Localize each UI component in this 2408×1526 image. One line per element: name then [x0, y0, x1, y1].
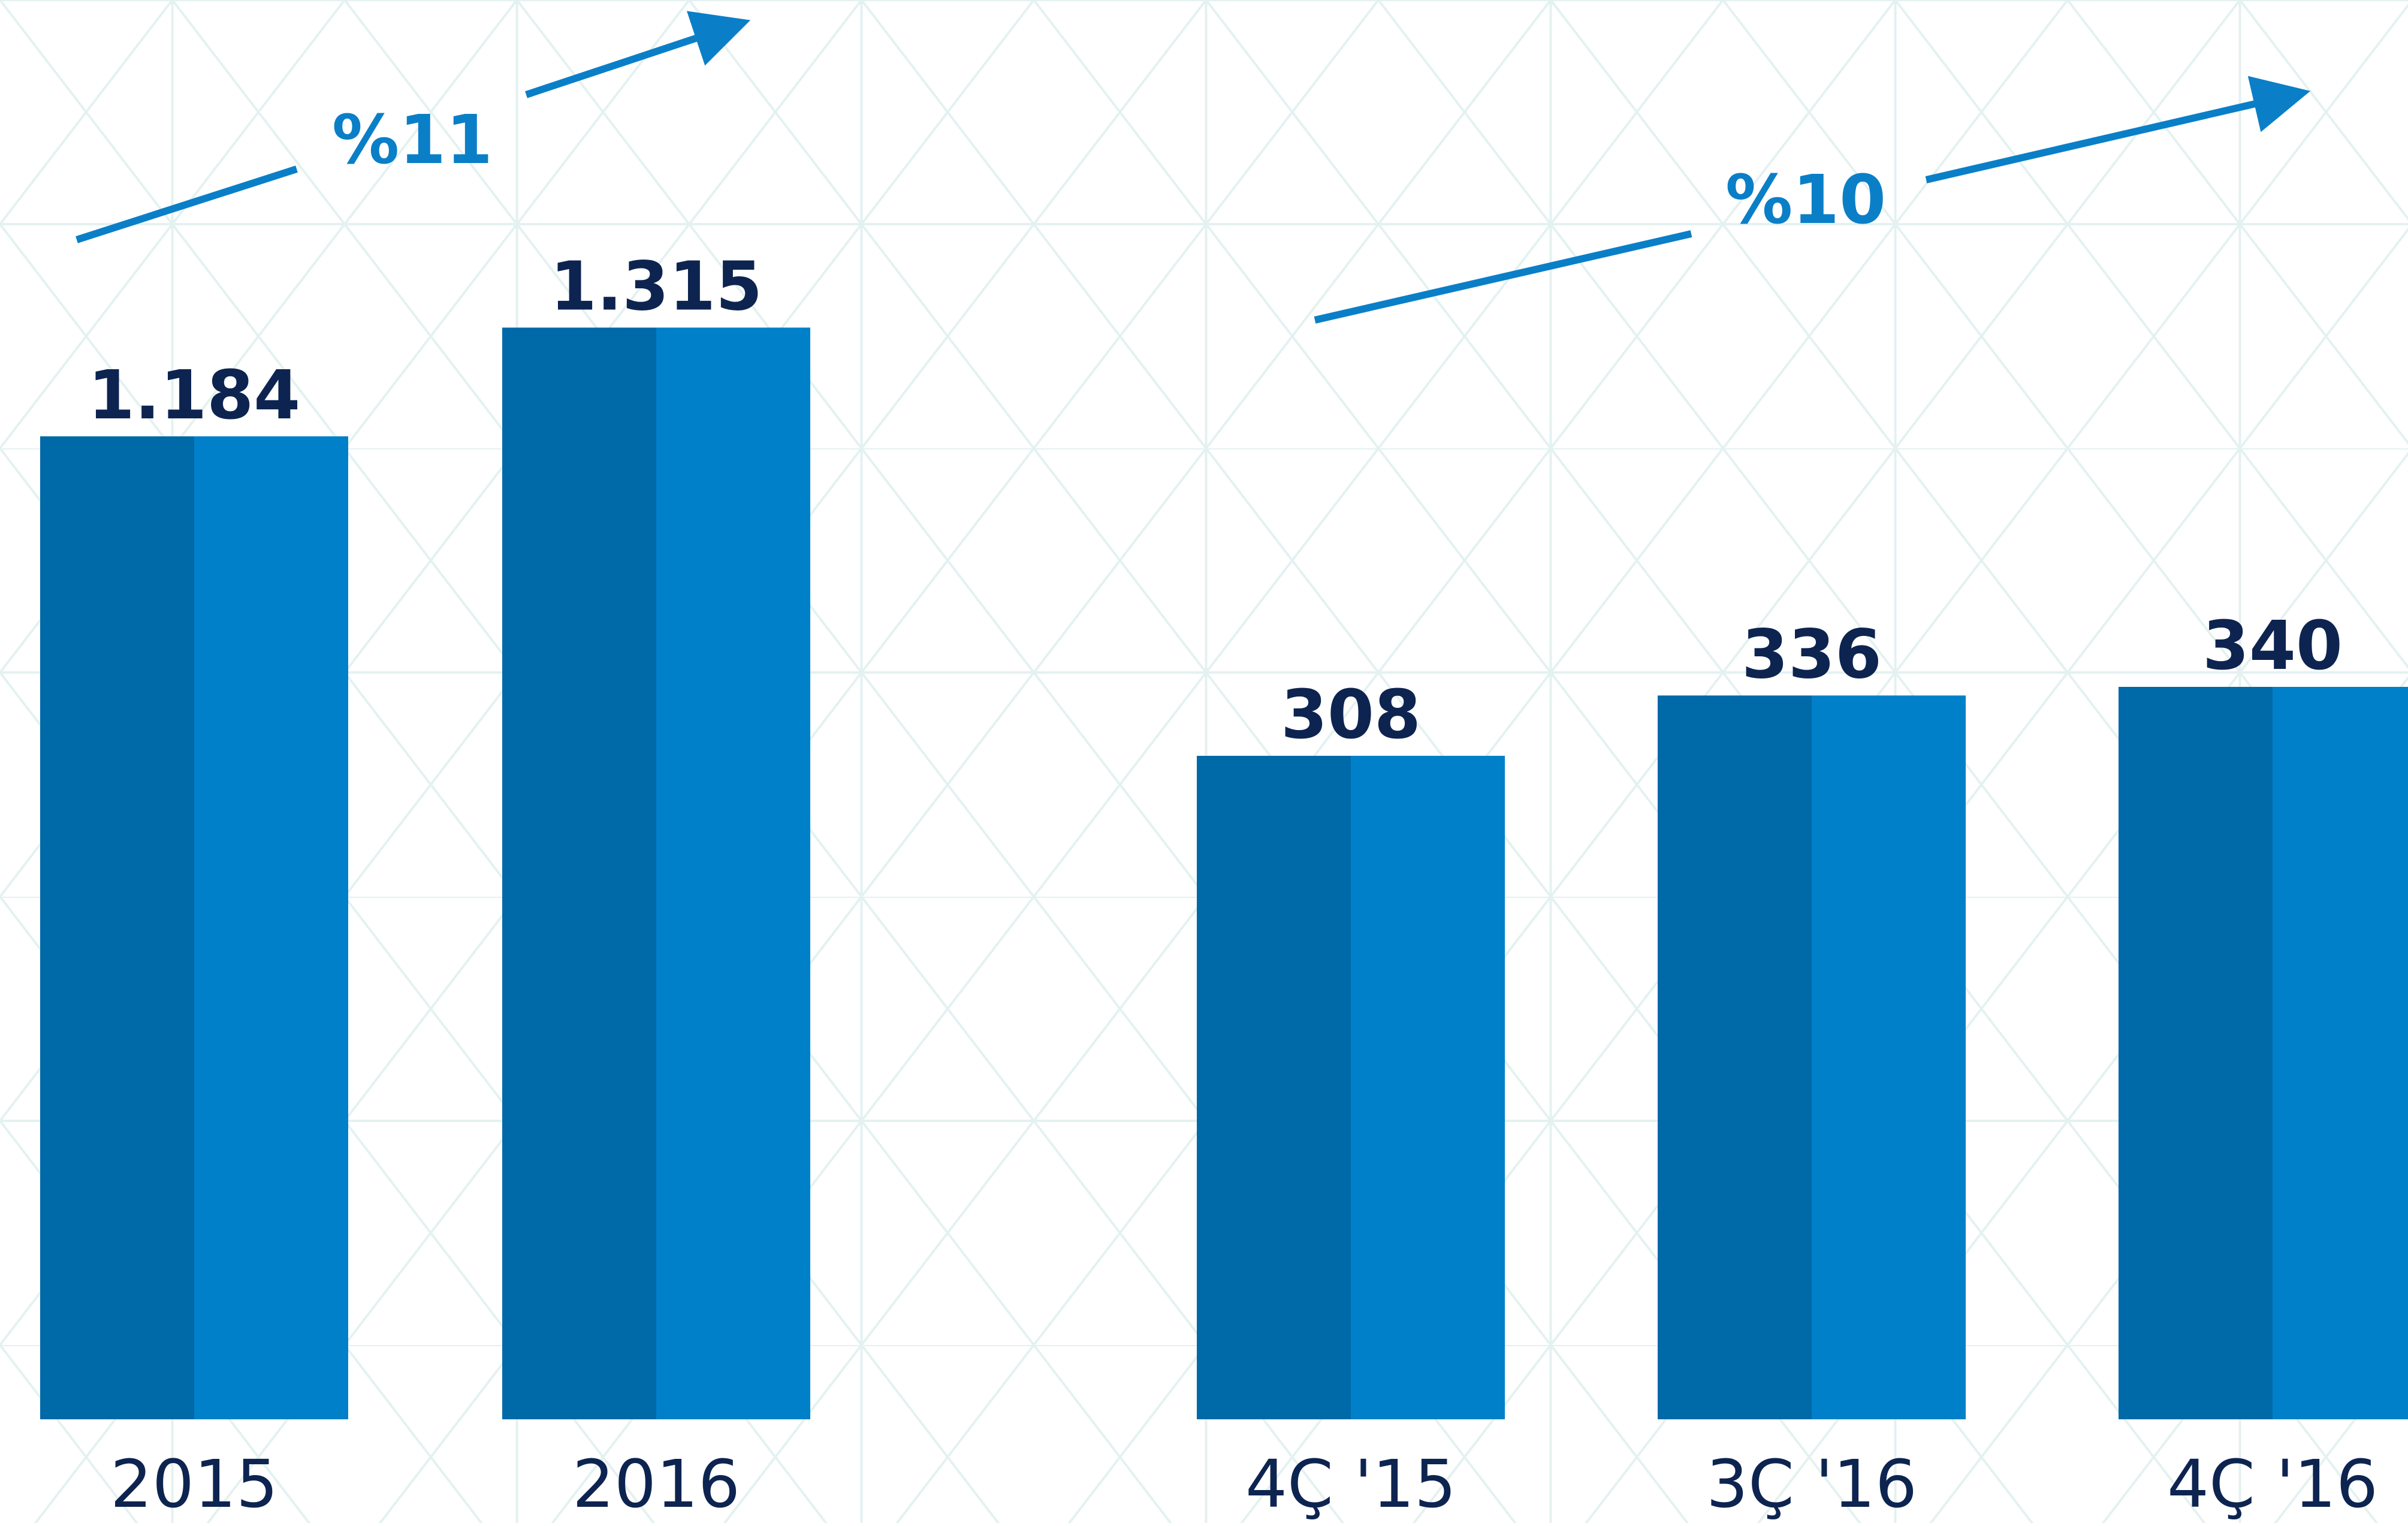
- growth-arrow: [1925, 76, 2311, 183]
- growth-annotation-annual: %11: [76, 11, 751, 243]
- value-label: 308: [1281, 676, 1421, 754]
- labels-layer: 1.184 2015 1.315 2016 308 4Ç '15 336 3Ç '16 340 4…: [88, 248, 2378, 1522]
- category-label: 2015: [110, 1446, 278, 1522]
- bar-left-face: [502, 327, 656, 1419]
- bar-right-face: [2273, 686, 2408, 1419]
- growth-annotation-quarterly: %10: [1314, 76, 2311, 324]
- value-label: 336: [1742, 616, 1882, 693]
- bar-left-face: [2119, 686, 2273, 1419]
- bar: [502, 327, 810, 1419]
- value-label: 1.184: [88, 357, 300, 435]
- bar-right-face: [1351, 756, 1505, 1419]
- growth-line-left: [1314, 230, 1692, 324]
- category-label: 2016: [572, 1446, 740, 1522]
- bar-right-face: [656, 327, 810, 1419]
- category-label: 4Ç '15: [1245, 1446, 1456, 1522]
- category-label: 4Ç '16: [2167, 1446, 2378, 1522]
- bar: [1658, 695, 1966, 1419]
- bars-layer: [40, 327, 2408, 1419]
- bar: [2119, 686, 2408, 1419]
- bar: [40, 436, 348, 1419]
- category-label: 3Ç '16: [1706, 1446, 1917, 1522]
- bar-right-face: [1812, 695, 1966, 1419]
- value-label: 340: [2202, 607, 2343, 685]
- growth-label: %11: [332, 101, 493, 179]
- bar-left-face: [40, 436, 194, 1419]
- bar-left-face: [1197, 756, 1351, 1419]
- bar-left-face: [1658, 695, 1812, 1419]
- growth-label: %10: [1725, 161, 1886, 239]
- value-label: 1.315: [550, 248, 762, 326]
- growth-line-left: [76, 165, 298, 243]
- bar-right-face: [194, 436, 348, 1419]
- growth-arrow: [525, 11, 751, 98]
- bar: [1197, 756, 1505, 1419]
